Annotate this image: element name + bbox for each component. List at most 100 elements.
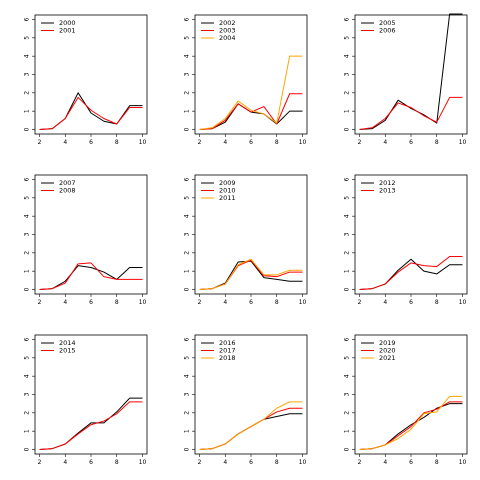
plot-frame — [194, 14, 308, 135]
plot-frame — [34, 174, 148, 295]
y-tick-label: 4 — [24, 374, 31, 378]
legend-label: 2010 — [219, 187, 236, 195]
legend-label: 2008 — [59, 187, 76, 195]
x-tick-label: 6 — [89, 139, 93, 146]
legend-label: 2011 — [219, 194, 236, 202]
y-tick-label: 5 — [184, 356, 191, 360]
y-tick-label: 1 — [344, 269, 351, 273]
series-line-2016 — [199, 413, 303, 450]
y-tick-label: 6 — [184, 17, 191, 21]
series-line-2018 — [199, 401, 303, 450]
x-tick-label: 4 — [63, 459, 67, 466]
y-tick-label: 6 — [344, 337, 351, 341]
y-tick-label: 2 — [24, 91, 31, 95]
legend-label: 2015 — [59, 347, 76, 355]
y-tick-label: 2 — [344, 411, 351, 415]
x-tick-label: 10 — [299, 299, 307, 306]
legend-label: 2021 — [379, 354, 396, 362]
series-line-2004 — [199, 55, 303, 130]
y-tick-label: 3 — [184, 392, 191, 396]
x-tick-label: 10 — [139, 459, 147, 466]
legend-label: 2013 — [379, 187, 396, 195]
legend-label: 2020 — [379, 347, 396, 355]
y-tick-label: 5 — [24, 196, 31, 200]
y-tick-label: 5 — [184, 196, 191, 200]
x-tick-label: 10 — [459, 139, 467, 146]
x-tick-label: 2 — [38, 139, 42, 146]
y-tick-label: 4 — [344, 214, 351, 218]
plot-frame — [34, 334, 148, 455]
y-tick-label: 5 — [344, 356, 351, 360]
series-line-2001 — [39, 96, 143, 130]
x-tick-label: 2 — [38, 299, 42, 306]
plot-frame — [354, 174, 468, 295]
y-tick-label: 0 — [344, 127, 351, 131]
legend-label: 2019 — [379, 339, 396, 347]
legend-label: 2016 — [219, 339, 236, 347]
y-tick-label: 3 — [344, 392, 351, 396]
y-tick-label: 3 — [184, 232, 191, 236]
y-tick-label: 5 — [344, 36, 351, 40]
y-tick-label: 0 — [24, 287, 31, 291]
x-tick-label: 8 — [275, 139, 279, 146]
y-tick-label: 1 — [24, 109, 31, 113]
y-tick-label: 6 — [184, 337, 191, 341]
x-tick-label: 2 — [358, 299, 362, 306]
y-tick-label: 0 — [24, 447, 31, 451]
x-tick-label: 2 — [38, 459, 42, 466]
y-tick-label: 4 — [344, 374, 351, 378]
y-tick-label: 6 — [24, 177, 31, 181]
x-tick-label: 6 — [249, 459, 253, 466]
y-tick-label: 1 — [344, 429, 351, 433]
legend-label: 2012 — [379, 179, 396, 187]
x-tick-label: 4 — [383, 459, 387, 466]
x-tick-label: 2 — [198, 299, 202, 306]
y-tick-label: 4 — [344, 54, 351, 58]
series-line-2008 — [39, 262, 143, 290]
plot-frame — [194, 334, 308, 455]
y-tick-label: 2 — [344, 251, 351, 255]
x-tick-label: 2 — [198, 459, 202, 466]
x-tick-label: 10 — [139, 299, 147, 306]
series-line-2013 — [359, 256, 463, 290]
series-line-2010 — [199, 259, 303, 290]
x-tick-label: 8 — [115, 459, 119, 466]
x-tick-label: 6 — [409, 459, 413, 466]
x-tick-label: 4 — [223, 459, 227, 466]
x-tick-label: 8 — [435, 139, 439, 146]
series-line-2003 — [199, 93, 303, 130]
y-tick-label: 6 — [24, 17, 31, 21]
legend-label: 2006 — [379, 27, 396, 35]
legend-label: 2001 — [59, 27, 76, 35]
y-tick-label: 4 — [24, 54, 31, 58]
y-tick-label: 0 — [24, 127, 31, 131]
y-tick-label: 5 — [24, 36, 31, 40]
y-tick-label: 0 — [344, 287, 351, 291]
y-tick-label: 5 — [24, 356, 31, 360]
y-tick-label: 3 — [344, 232, 351, 236]
x-tick-label: 6 — [249, 299, 253, 306]
x-tick-label: 8 — [435, 299, 439, 306]
y-tick-label: 2 — [184, 411, 191, 415]
series-line-2006 — [359, 96, 463, 130]
y-tick-label: 3 — [24, 72, 31, 76]
y-tick-label: 2 — [344, 91, 351, 95]
y-tick-label: 1 — [184, 269, 191, 273]
x-tick-label: 8 — [435, 459, 439, 466]
series-line-2007 — [39, 265, 143, 290]
x-tick-label: 2 — [358, 459, 362, 466]
plot-frame — [354, 14, 468, 135]
x-tick-label: 4 — [63, 299, 67, 306]
x-tick-label: 4 — [383, 139, 387, 146]
x-tick-label: 6 — [409, 299, 413, 306]
x-tick-label: 6 — [409, 139, 413, 146]
x-tick-label: 4 — [223, 139, 227, 146]
x-tick-label: 2 — [358, 139, 362, 146]
x-tick-label: 6 — [249, 139, 253, 146]
